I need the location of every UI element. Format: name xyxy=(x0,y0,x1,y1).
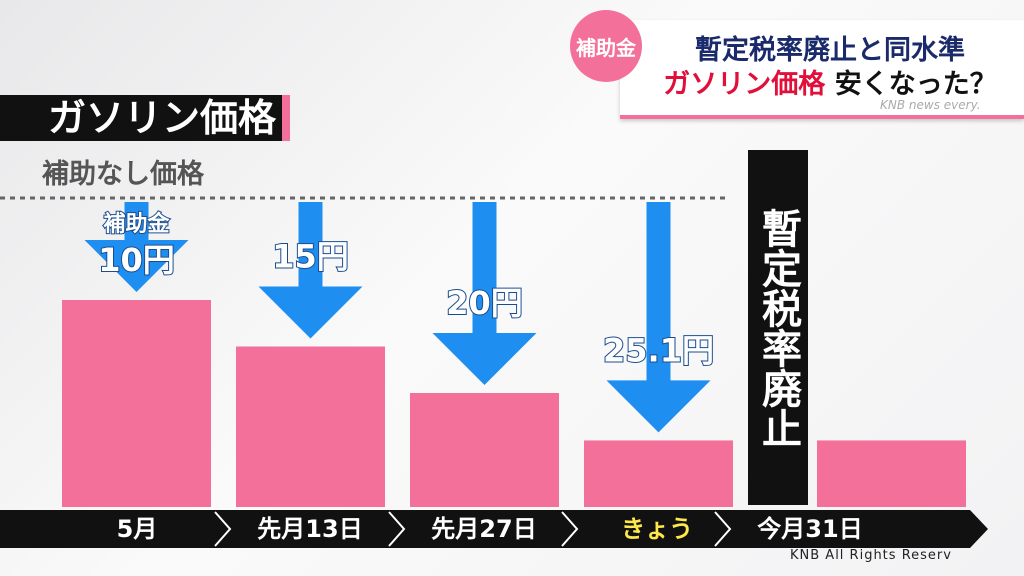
separator xyxy=(214,511,232,547)
value-label: 10円 xyxy=(98,241,175,279)
bar xyxy=(817,440,966,507)
header-badge: 補助金 xyxy=(570,10,642,82)
watermark: KNB news every. xyxy=(880,98,981,112)
annotation: 補助金 xyxy=(102,211,170,237)
bar xyxy=(584,440,733,507)
separator xyxy=(388,511,406,547)
subsidy-arrow xyxy=(606,202,711,433)
bar xyxy=(62,300,211,507)
event-label: 暫定税率廃止 xyxy=(748,150,808,505)
bar xyxy=(236,346,385,507)
bar xyxy=(410,393,559,507)
subsidy-arrow xyxy=(84,202,189,292)
header-line2: ガソリン価格 安くなった？ xyxy=(650,62,1010,101)
subsidy-arrow xyxy=(258,202,363,339)
category-strip xyxy=(0,510,988,548)
x-tick-label: 先月13日 xyxy=(257,515,362,543)
chart-title: ガソリン価格 xyxy=(0,95,290,141)
header-panel xyxy=(620,20,1024,119)
x-tick-label: 5月 xyxy=(117,515,158,543)
subsidy-arrow xyxy=(432,202,537,385)
chart-subtitle: 補助なし価格 xyxy=(42,159,204,190)
x-tick-label: 先月27日 xyxy=(431,515,536,543)
x-tick-label: 今月31日 xyxy=(757,515,862,543)
x-tick-label: きょう xyxy=(621,515,693,543)
value-label: 15円 xyxy=(272,238,349,276)
header-line1: 暫定税率廃止と同水準 xyxy=(695,35,965,66)
separator xyxy=(561,511,579,547)
value-label: 25.1円 xyxy=(603,331,714,369)
header-red: ガソリン価格 xyxy=(663,69,826,100)
footer: KNB All Rights Reserv xyxy=(790,548,952,563)
value-label: 20円 xyxy=(446,284,523,322)
header-black: 安くなった？ xyxy=(834,69,997,100)
separator xyxy=(714,511,732,547)
